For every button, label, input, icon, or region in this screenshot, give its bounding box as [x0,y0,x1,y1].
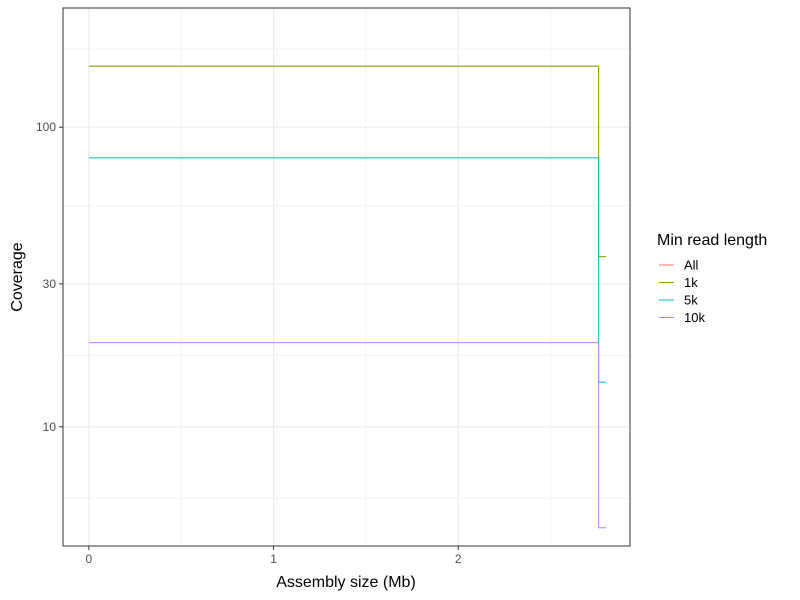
x-tick-label: 0 [86,552,93,566]
grid-minor [63,8,630,546]
legend-items: All 1k 5k 10k [659,258,705,325]
legend: Min read length All 1k 5k 10k [657,232,767,325]
legend-label-10k: 10k [684,310,705,325]
x-axis-ticks: 0 1 2 [86,546,462,566]
series-line-10k [88,342,606,529]
y-tick-label: 30 [43,277,57,291]
x-axis-title: Assembly size (Mb) [276,574,416,591]
y-axis-ticks: 10 30 100 [36,120,63,434]
y-tick-label: 100 [36,120,56,134]
x-tick-label: 1 [270,552,277,566]
grid-major [63,8,630,546]
series-line-5k [88,157,606,383]
y-tick-label: 10 [43,420,57,434]
legend-title: Min read length [657,232,767,249]
legend-label-1k: 1k [684,275,698,290]
y-axis-title: Coverage [9,242,26,311]
legend-label-all: All [684,258,699,273]
panel-border [62,7,631,547]
legend-label-5k: 5k [684,293,698,308]
x-tick-label: 2 [455,552,462,566]
series-layer [88,65,606,529]
